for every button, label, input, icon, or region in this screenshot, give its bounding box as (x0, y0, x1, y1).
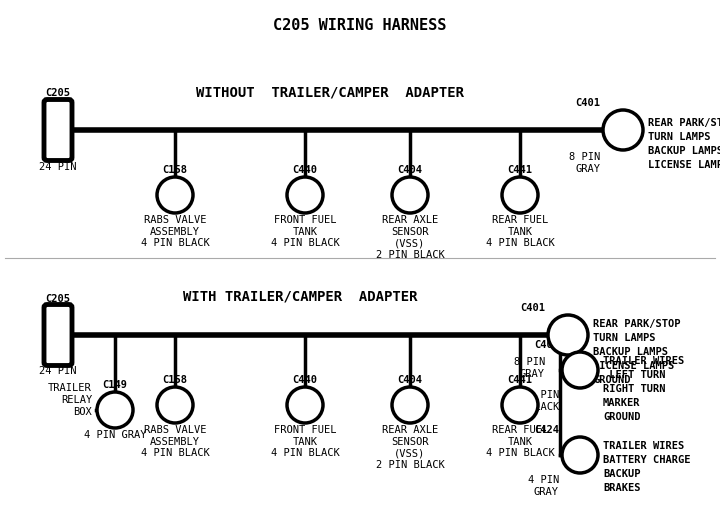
Text: C149: C149 (102, 380, 127, 390)
Text: C407: C407 (534, 340, 559, 350)
Circle shape (502, 387, 538, 423)
Text: REAR PARK/STOP: REAR PARK/STOP (593, 319, 680, 329)
Text: C404: C404 (397, 165, 423, 175)
Text: GRAY: GRAY (520, 369, 545, 379)
Text: C440: C440 (292, 375, 318, 385)
Circle shape (97, 392, 133, 428)
Text: BLACK: BLACK (528, 402, 559, 412)
Text: C205: C205 (45, 294, 71, 303)
Text: TRAILER
RELAY
BOX: TRAILER RELAY BOX (48, 384, 92, 417)
Text: FRONT FUEL
TANK
4 PIN BLACK: FRONT FUEL TANK 4 PIN BLACK (271, 215, 339, 248)
Text: RIGHT TURN: RIGHT TURN (603, 384, 665, 394)
Text: C205: C205 (45, 88, 71, 99)
Text: C440: C440 (292, 165, 318, 175)
Text: C205 WIRING HARNESS: C205 WIRING HARNESS (274, 18, 446, 33)
Circle shape (157, 387, 193, 423)
Text: C404: C404 (397, 375, 423, 385)
Text: REAR AXLE
SENSOR
(VSS)
2 PIN BLACK: REAR AXLE SENSOR (VSS) 2 PIN BLACK (376, 425, 444, 470)
Text: C158: C158 (163, 165, 187, 175)
Circle shape (562, 352, 598, 388)
Circle shape (392, 387, 428, 423)
Circle shape (548, 315, 588, 355)
Text: WITHOUT  TRAILER/CAMPER  ADAPTER: WITHOUT TRAILER/CAMPER ADAPTER (196, 85, 464, 99)
Circle shape (562, 437, 598, 473)
Text: GRAY: GRAY (534, 487, 559, 497)
Text: BATTERY CHARGE: BATTERY CHARGE (603, 455, 690, 465)
Text: REAR AXLE
SENSOR
(VSS)
2 PIN BLACK: REAR AXLE SENSOR (VSS) 2 PIN BLACK (376, 215, 444, 260)
Circle shape (157, 177, 193, 213)
Text: BACKUP LAMPS: BACKUP LAMPS (648, 146, 720, 156)
Circle shape (287, 387, 323, 423)
Circle shape (287, 177, 323, 213)
Circle shape (603, 110, 643, 150)
Text: LICENSE LAMPS: LICENSE LAMPS (648, 160, 720, 170)
Text: C441: C441 (508, 165, 533, 175)
Text: GROUND: GROUND (603, 412, 641, 422)
Text: TRAILER WIRES: TRAILER WIRES (603, 356, 684, 366)
Circle shape (502, 177, 538, 213)
Text: RABS VALVE
ASSEMBLY
4 PIN BLACK: RABS VALVE ASSEMBLY 4 PIN BLACK (140, 215, 210, 248)
Text: BACKUP: BACKUP (603, 469, 641, 479)
Text: TRAILER WIRES: TRAILER WIRES (603, 441, 684, 451)
Text: LICENSE LAMPS: LICENSE LAMPS (593, 361, 674, 371)
Text: BACKUP LAMPS: BACKUP LAMPS (593, 347, 668, 357)
Text: 4 PIN: 4 PIN (528, 475, 559, 485)
Text: 4 PIN GRAY: 4 PIN GRAY (84, 430, 146, 440)
Text: TURN LAMPS: TURN LAMPS (648, 132, 711, 142)
Text: TURN LAMPS: TURN LAMPS (593, 333, 655, 343)
Text: C158: C158 (163, 375, 187, 385)
Text: FRONT FUEL
TANK
4 PIN BLACK: FRONT FUEL TANK 4 PIN BLACK (271, 425, 339, 458)
Text: WITH TRAILER/CAMPER  ADAPTER: WITH TRAILER/CAMPER ADAPTER (183, 290, 418, 304)
Text: 4 PIN: 4 PIN (528, 390, 559, 400)
Text: REAR FUEL
TANK
4 PIN BLACK: REAR FUEL TANK 4 PIN BLACK (485, 425, 554, 458)
Text: 8 PIN: 8 PIN (569, 152, 600, 162)
FancyBboxPatch shape (44, 99, 72, 160)
Text: BRAKES: BRAKES (603, 483, 641, 493)
Text: LEFT TURN: LEFT TURN (603, 370, 665, 380)
Text: REAR PARK/STOP: REAR PARK/STOP (648, 118, 720, 128)
Text: 24 PIN: 24 PIN (40, 161, 77, 172)
Text: C424: C424 (534, 425, 559, 435)
Text: GROUND: GROUND (593, 375, 631, 385)
Text: C401: C401 (575, 98, 600, 108)
Circle shape (392, 177, 428, 213)
Text: RABS VALVE
ASSEMBLY
4 PIN BLACK: RABS VALVE ASSEMBLY 4 PIN BLACK (140, 425, 210, 458)
Text: 8 PIN: 8 PIN (514, 357, 545, 367)
Text: REAR FUEL
TANK
4 PIN BLACK: REAR FUEL TANK 4 PIN BLACK (485, 215, 554, 248)
Text: C401: C401 (520, 303, 545, 313)
Text: GRAY: GRAY (575, 164, 600, 174)
Text: 24 PIN: 24 PIN (40, 367, 77, 376)
Text: C441: C441 (508, 375, 533, 385)
FancyBboxPatch shape (44, 305, 72, 366)
Text: MARKER: MARKER (603, 398, 641, 408)
